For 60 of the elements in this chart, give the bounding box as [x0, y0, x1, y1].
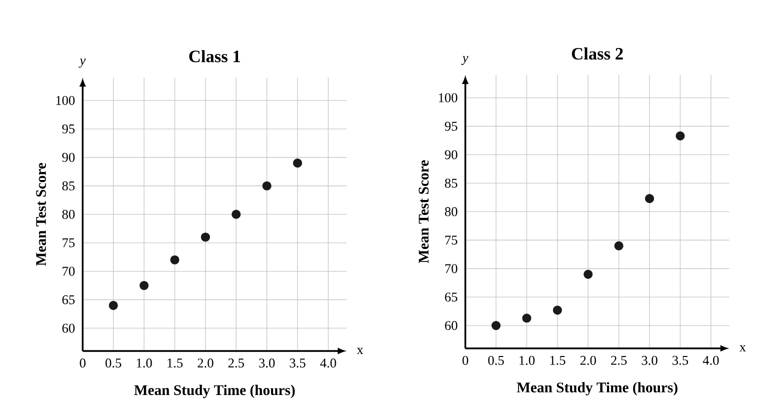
y-tick-label: 100	[56, 96, 75, 105]
y-tick-label: 65	[445, 292, 458, 302]
y-tick-label: 80	[444, 207, 458, 216]
y-tick-label: 75	[445, 236, 458, 245]
point	[262, 181, 272, 190]
point	[293, 158, 302, 168]
y-tick-label: 65	[62, 295, 75, 304]
point	[552, 306, 562, 315]
y-tick-label: 70	[445, 264, 458, 274]
y-tick-label: 100	[438, 93, 458, 102]
point	[522, 314, 532, 323]
y-tick-label: 85	[62, 181, 75, 190]
y-tick-label: 60	[62, 324, 75, 333]
x-tick-label: 2.5	[611, 356, 627, 365]
x-tick-label: 0	[462, 356, 468, 365]
y-tick-label: 70	[62, 266, 75, 276]
x-tick-label: 1.0	[520, 356, 535, 365]
x-tick-label: 1.5	[550, 356, 566, 365]
chart-title: Class 1	[189, 50, 240, 62]
x-tick-label: 2.5	[228, 358, 244, 368]
y-tick-label: 60	[445, 321, 458, 330]
x-tick-label: 3.0	[259, 358, 275, 368]
x-axis-title: Mean Study Time (hours)	[134, 384, 295, 398]
point	[614, 241, 624, 250]
y-tick-label: 95	[62, 124, 75, 134]
x-axis-title: Mean Study Time (hours)	[516, 382, 678, 396]
point	[676, 131, 685, 140]
x-tick-label: 3.0	[642, 356, 658, 365]
x-tick-label: 3.5	[290, 358, 306, 368]
y-tick-label: 75	[62, 238, 75, 248]
chart-title: Class 2	[572, 47, 623, 60]
point	[108, 300, 118, 310]
x-tick-label: 4.0	[320, 358, 336, 368]
x-tick-label: 0.5	[106, 358, 122, 368]
y-tick-label: 85	[444, 178, 458, 188]
text: y	[461, 56, 468, 65]
y-axis-title: Mean Test Score	[418, 160, 429, 264]
text: x	[740, 345, 746, 352]
x-tick-label: 2.0	[198, 358, 214, 368]
y-tick-label: 90	[62, 152, 75, 162]
x-tick-label: 1.5	[168, 358, 183, 368]
x-tick-label: 2.0	[580, 356, 596, 365]
y-tick-label: 80	[62, 210, 75, 219]
point	[232, 210, 241, 219]
x-tick-label: 1.0	[136, 358, 152, 368]
y-axis-title: Mean Test Score	[36, 162, 46, 266]
y-tick-label: 95	[444, 122, 458, 131]
y-tick-label: 90	[444, 150, 458, 160]
x-tick-label: 0.5	[488, 356, 504, 365]
x-tick-label: 4.0	[702, 356, 719, 365]
x-tick-label: 0	[80, 358, 86, 368]
point	[492, 321, 501, 330]
text: x	[356, 348, 364, 354]
point	[140, 280, 149, 290]
point	[584, 270, 593, 279]
point	[170, 255, 180, 264]
text: y	[78, 58, 86, 68]
x-tick-label: 3.5	[672, 356, 688, 365]
point	[644, 194, 654, 204]
point	[200, 232, 210, 242]
